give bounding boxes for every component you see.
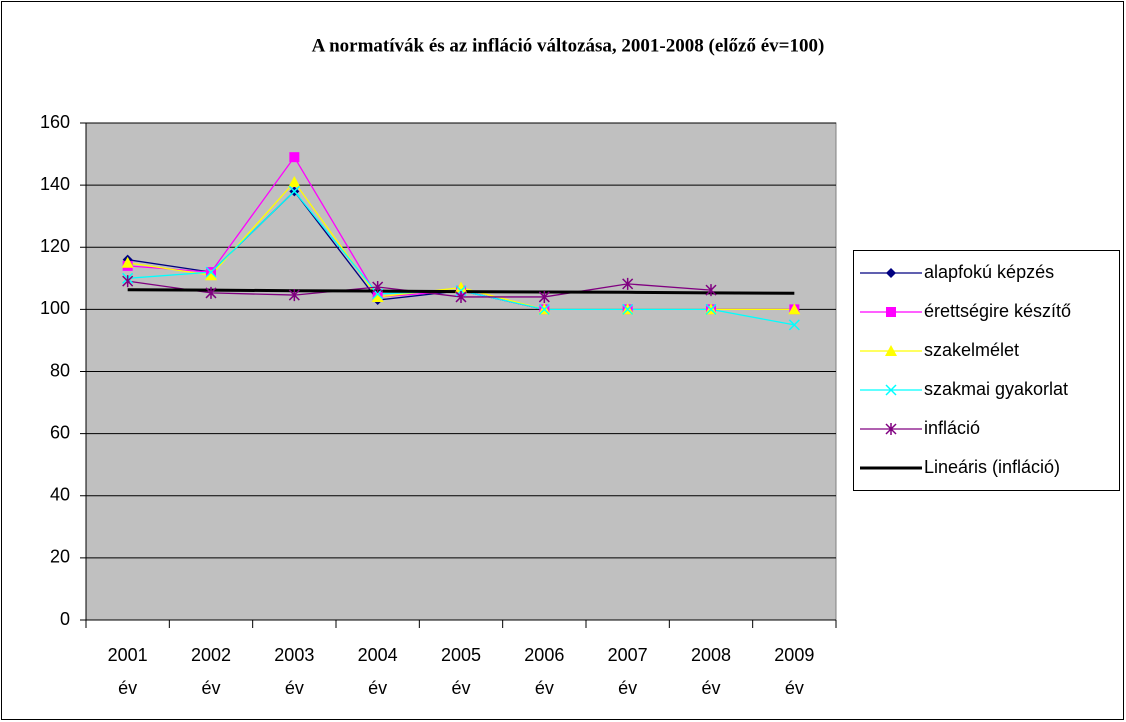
y-tick-label: 100 <box>40 298 70 318</box>
data-point <box>288 176 301 188</box>
legend-label: infláció <box>924 418 980 438</box>
data-point <box>538 303 550 315</box>
x-tick-label: 2009 év <box>774 645 815 698</box>
legend-marker <box>885 423 897 435</box>
y-tick-label: 80 <box>50 360 70 380</box>
legend-label: alapfokú képzés <box>924 262 1054 282</box>
legend-label: Lineáris (infláció) <box>924 457 1060 477</box>
data-point <box>288 289 300 302</box>
legend-marker <box>886 268 896 278</box>
legend-label: szakmai gyakorlat <box>924 379 1068 399</box>
x-tick-label: 2003 év <box>274 645 315 698</box>
x-tick-label: 2005 év <box>440 645 482 698</box>
data-point <box>455 290 467 303</box>
data-point <box>205 286 217 299</box>
x-tick-label: 2001 év <box>107 645 148 698</box>
data-point <box>705 284 717 297</box>
data-point <box>289 152 300 163</box>
data-point <box>288 185 300 197</box>
data-point <box>371 290 384 302</box>
data-point <box>788 303 801 315</box>
data-point <box>455 281 467 293</box>
y-tick-label: 160 <box>40 112 70 132</box>
legend-label: érettségire készítő <box>924 301 1071 321</box>
legend-marker <box>886 307 896 317</box>
data-point <box>538 290 550 303</box>
data-point <box>122 275 134 288</box>
legend <box>853 250 1120 491</box>
legend-marker <box>885 345 897 356</box>
chart-title: A normatívák és az infláció változása, 2… <box>312 35 825 56</box>
x-tick-label: 2002 év <box>190 645 232 698</box>
y-tick-label: 40 <box>50 485 70 505</box>
x-tick-label: 2004 év <box>357 645 398 698</box>
data-point <box>205 266 217 278</box>
data-point <box>622 277 634 290</box>
x-tick-label: 2006 év <box>524 645 565 698</box>
data-point <box>121 256 134 268</box>
y-tick-label: 120 <box>40 236 70 256</box>
data-point <box>705 303 717 315</box>
data-point <box>372 281 384 294</box>
legend-label: szakelmélet <box>924 340 1019 360</box>
x-tick-label: 2007 év <box>607 645 648 698</box>
data-point <box>622 303 634 315</box>
data-point <box>205 269 217 281</box>
y-tick-label: 0 <box>60 609 70 629</box>
y-tick-label: 140 <box>40 174 70 194</box>
y-tick-label: 60 <box>50 422 70 442</box>
legend-marker <box>885 384 897 396</box>
y-tick-label: 20 <box>50 547 70 567</box>
x-tick-label: 2008 év <box>690 645 732 698</box>
data-point <box>788 319 800 331</box>
